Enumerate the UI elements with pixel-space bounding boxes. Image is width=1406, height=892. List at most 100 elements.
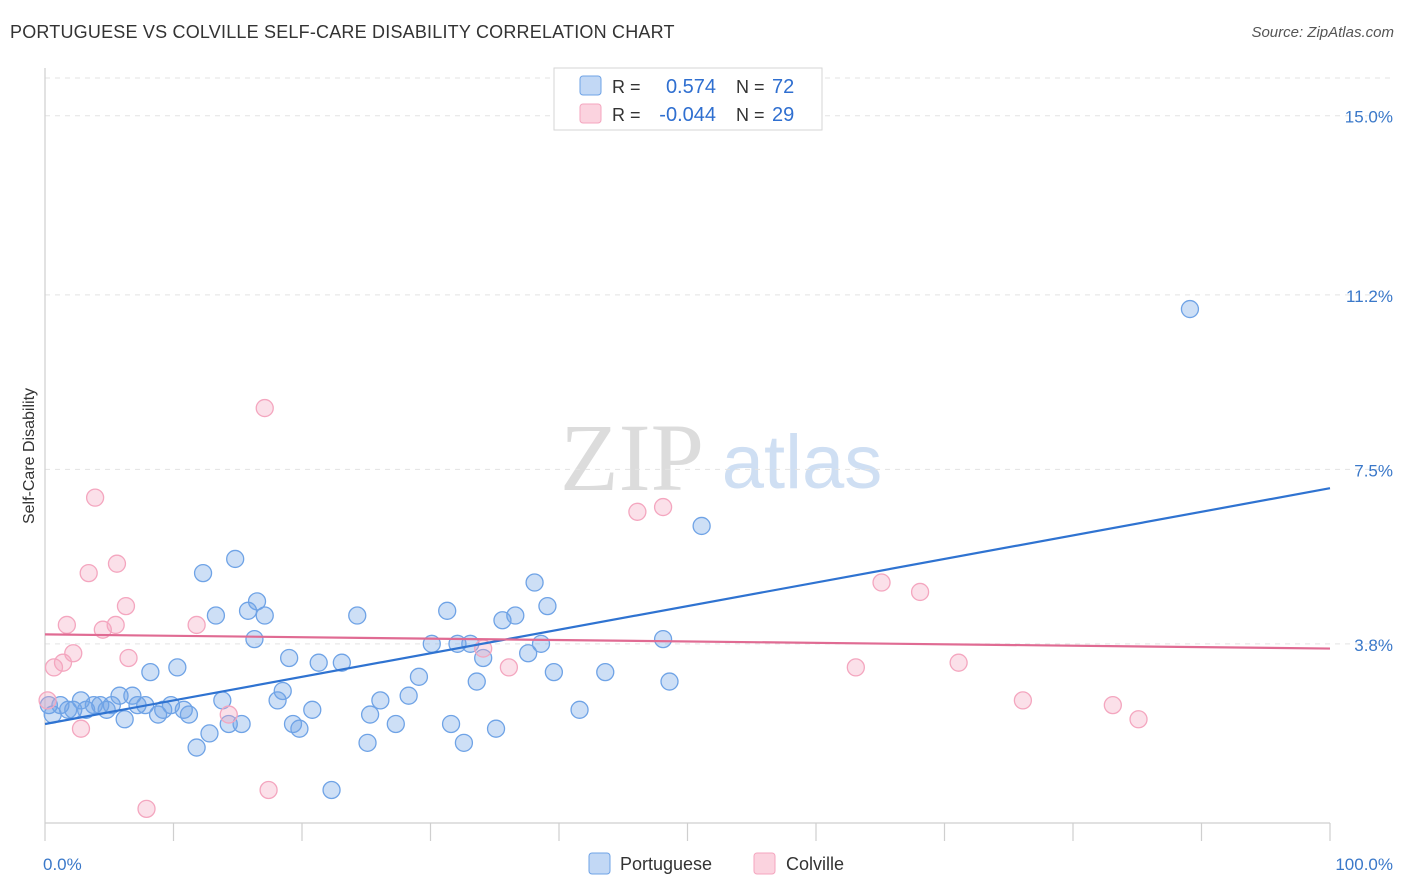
portuguese-point bbox=[692, 516, 711, 536]
watermark-atlas: atlas bbox=[722, 420, 883, 505]
portuguese-point bbox=[454, 733, 474, 752]
portuguese-point bbox=[232, 714, 251, 734]
colville-point bbox=[44, 658, 64, 677]
colville-point bbox=[910, 582, 930, 602]
gridlines bbox=[45, 77, 1395, 645]
portuguese-point bbox=[247, 592, 267, 611]
colville-point bbox=[872, 573, 891, 592]
chart-title: PORTUGUESE VS COLVILLE SELF-CARE DISABIL… bbox=[10, 22, 675, 42]
colville-point bbox=[1103, 695, 1122, 715]
colville-point bbox=[499, 658, 519, 677]
x-tick-label: 100.0% bbox=[1335, 855, 1393, 874]
portuguese-point bbox=[290, 719, 309, 738]
colville-point bbox=[187, 615, 206, 635]
portuguese-point bbox=[441, 714, 461, 734]
portuguese-point bbox=[438, 601, 457, 620]
colville-point bbox=[949, 653, 968, 672]
legend-r-label: R = bbox=[612, 105, 641, 125]
portuguese-point bbox=[570, 700, 589, 719]
portuguese-point bbox=[525, 573, 544, 592]
portuguese-point bbox=[506, 606, 525, 625]
data-points bbox=[38, 299, 1200, 819]
y-tick-label: 3.8% bbox=[1354, 636, 1393, 655]
legend-n-value-colville: 29 bbox=[772, 104, 794, 126]
colville-point bbox=[255, 398, 274, 418]
colville-point bbox=[1013, 691, 1033, 710]
portuguese-point bbox=[409, 667, 429, 686]
portuguese-point bbox=[102, 695, 121, 715]
portuguese-point bbox=[141, 662, 160, 682]
colville-point bbox=[1129, 710, 1148, 729]
legend-swatch-portuguese bbox=[579, 75, 602, 96]
portuguese-point bbox=[206, 606, 226, 625]
portuguese-point bbox=[268, 691, 287, 710]
bottom-legend-colville: Colville bbox=[786, 854, 844, 874]
portuguese-point bbox=[348, 606, 367, 625]
legend-n-label: N = bbox=[736, 105, 765, 125]
colville-point bbox=[119, 648, 138, 668]
portuguese-trendline bbox=[44, 487, 1331, 726]
bottom-legend-swatch-colville bbox=[753, 852, 776, 875]
colville-point bbox=[259, 780, 278, 800]
portuguese-point bbox=[226, 549, 245, 569]
source-label: Source: ZipAtlas.com bbox=[1251, 24, 1394, 41]
portuguese-point bbox=[486, 719, 506, 738]
portuguese-point bbox=[273, 681, 292, 701]
portuguese-point bbox=[467, 672, 486, 691]
portuguese-point bbox=[115, 710, 134, 729]
trendlines bbox=[44, 487, 1331, 726]
colville-point bbox=[137, 799, 156, 819]
legend-swatch-colville bbox=[579, 103, 602, 124]
portuguese-point bbox=[179, 705, 199, 724]
colville-point bbox=[38, 691, 57, 710]
portuguese-point bbox=[200, 724, 219, 743]
y-tick-label: 11.2% bbox=[1346, 287, 1393, 306]
portuguese-point bbox=[309, 653, 328, 672]
portuguese-point bbox=[332, 653, 351, 672]
portuguese-point bbox=[360, 705, 380, 724]
colville-point bbox=[71, 719, 91, 738]
portuguese-point bbox=[110, 686, 129, 705]
portuguese-point bbox=[279, 648, 299, 668]
watermark-zip: ZIP bbox=[560, 404, 704, 511]
portuguese-point bbox=[1180, 299, 1200, 319]
colville-point bbox=[107, 554, 127, 573]
portuguese-point bbox=[538, 596, 557, 616]
colville-point bbox=[628, 502, 647, 521]
portuguese-point bbox=[245, 629, 264, 649]
portuguese-point bbox=[358, 733, 377, 752]
bottom-legend-portuguese: Portuguese bbox=[620, 854, 712, 874]
colville-point bbox=[219, 705, 238, 724]
colville-point bbox=[57, 615, 76, 635]
colville-point bbox=[653, 497, 673, 517]
portuguese-point bbox=[371, 691, 390, 710]
portuguese-point bbox=[399, 686, 418, 705]
portuguese-point bbox=[596, 662, 615, 682]
legend-r-value-colville: -0.044 bbox=[659, 104, 716, 126]
colville-point bbox=[79, 563, 98, 583]
y-tick-label: 7.5% bbox=[1354, 461, 1393, 480]
portuguese-point bbox=[58, 700, 78, 719]
portuguese-point bbox=[168, 658, 187, 677]
colville-point bbox=[64, 644, 83, 663]
portuguese-point bbox=[322, 780, 341, 800]
legend-r-value-portuguese: 0.574 bbox=[666, 76, 716, 98]
colville-point bbox=[116, 596, 136, 616]
portuguese-point bbox=[519, 644, 538, 663]
legend-r-label: R = bbox=[612, 77, 641, 97]
colville-trendline bbox=[44, 633, 1331, 650]
y-axis-label: Self-Care Disability bbox=[21, 388, 38, 524]
portuguese-point bbox=[660, 672, 679, 691]
portuguese-point bbox=[474, 648, 493, 668]
portuguese-point bbox=[303, 700, 322, 719]
x-tick-label: 0.0% bbox=[43, 855, 82, 874]
portuguese-point bbox=[386, 714, 405, 734]
legend-n-value-portuguese: 72 bbox=[772, 76, 794, 98]
colville-point bbox=[846, 658, 865, 677]
y-tick-label: 15.0% bbox=[1345, 108, 1393, 127]
colville-point bbox=[106, 615, 125, 635]
portuguese-point bbox=[255, 606, 274, 625]
legend-n-label: N = bbox=[736, 77, 765, 97]
portuguese-point bbox=[193, 563, 213, 583]
